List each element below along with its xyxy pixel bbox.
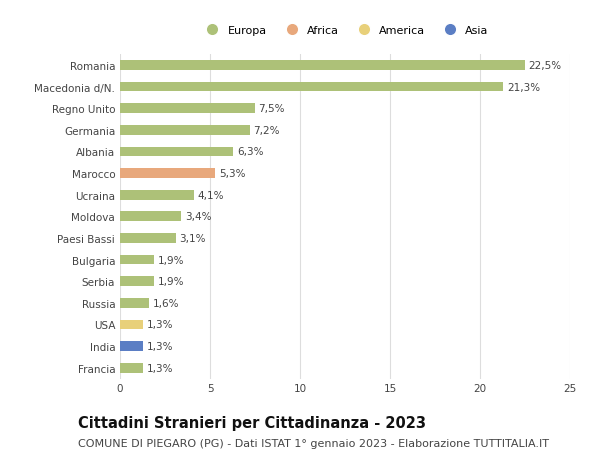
Text: 6,3%: 6,3% <box>237 147 263 157</box>
Bar <box>120 320 143 330</box>
Text: 5,3%: 5,3% <box>219 169 245 179</box>
Text: 1,3%: 1,3% <box>147 320 173 330</box>
Bar <box>120 341 143 351</box>
Bar <box>120 234 176 243</box>
Text: 3,4%: 3,4% <box>185 212 211 222</box>
Bar <box>120 277 154 286</box>
Bar <box>120 83 503 92</box>
Text: COMUNE DI PIEGARO (PG) - Dati ISTAT 1° gennaio 2023 - Elaborazione TUTTITALIA.IT: COMUNE DI PIEGARO (PG) - Dati ISTAT 1° g… <box>78 438 549 448</box>
Bar <box>120 212 181 222</box>
Bar <box>120 298 149 308</box>
Text: 1,9%: 1,9% <box>158 255 184 265</box>
Text: 7,5%: 7,5% <box>259 104 285 114</box>
Text: 7,2%: 7,2% <box>253 126 280 135</box>
Legend: Europa, Africa, America, Asia: Europa, Africa, America, Asia <box>197 22 493 41</box>
Bar <box>120 363 143 373</box>
Bar <box>120 169 215 179</box>
Bar <box>120 255 154 265</box>
Bar <box>120 61 525 71</box>
Text: 21,3%: 21,3% <box>507 83 540 92</box>
Bar <box>120 147 233 157</box>
Text: 1,6%: 1,6% <box>152 298 179 308</box>
Bar <box>120 190 194 200</box>
Text: Cittadini Stranieri per Cittadinanza - 2023: Cittadini Stranieri per Cittadinanza - 2… <box>78 415 426 431</box>
Text: 4,1%: 4,1% <box>197 190 224 200</box>
Text: 1,3%: 1,3% <box>147 341 173 351</box>
Bar <box>120 126 250 135</box>
Text: 1,3%: 1,3% <box>147 363 173 373</box>
Text: 1,9%: 1,9% <box>158 277 184 286</box>
Bar <box>120 104 255 114</box>
Text: 22,5%: 22,5% <box>529 61 562 71</box>
Text: 3,1%: 3,1% <box>179 234 206 243</box>
